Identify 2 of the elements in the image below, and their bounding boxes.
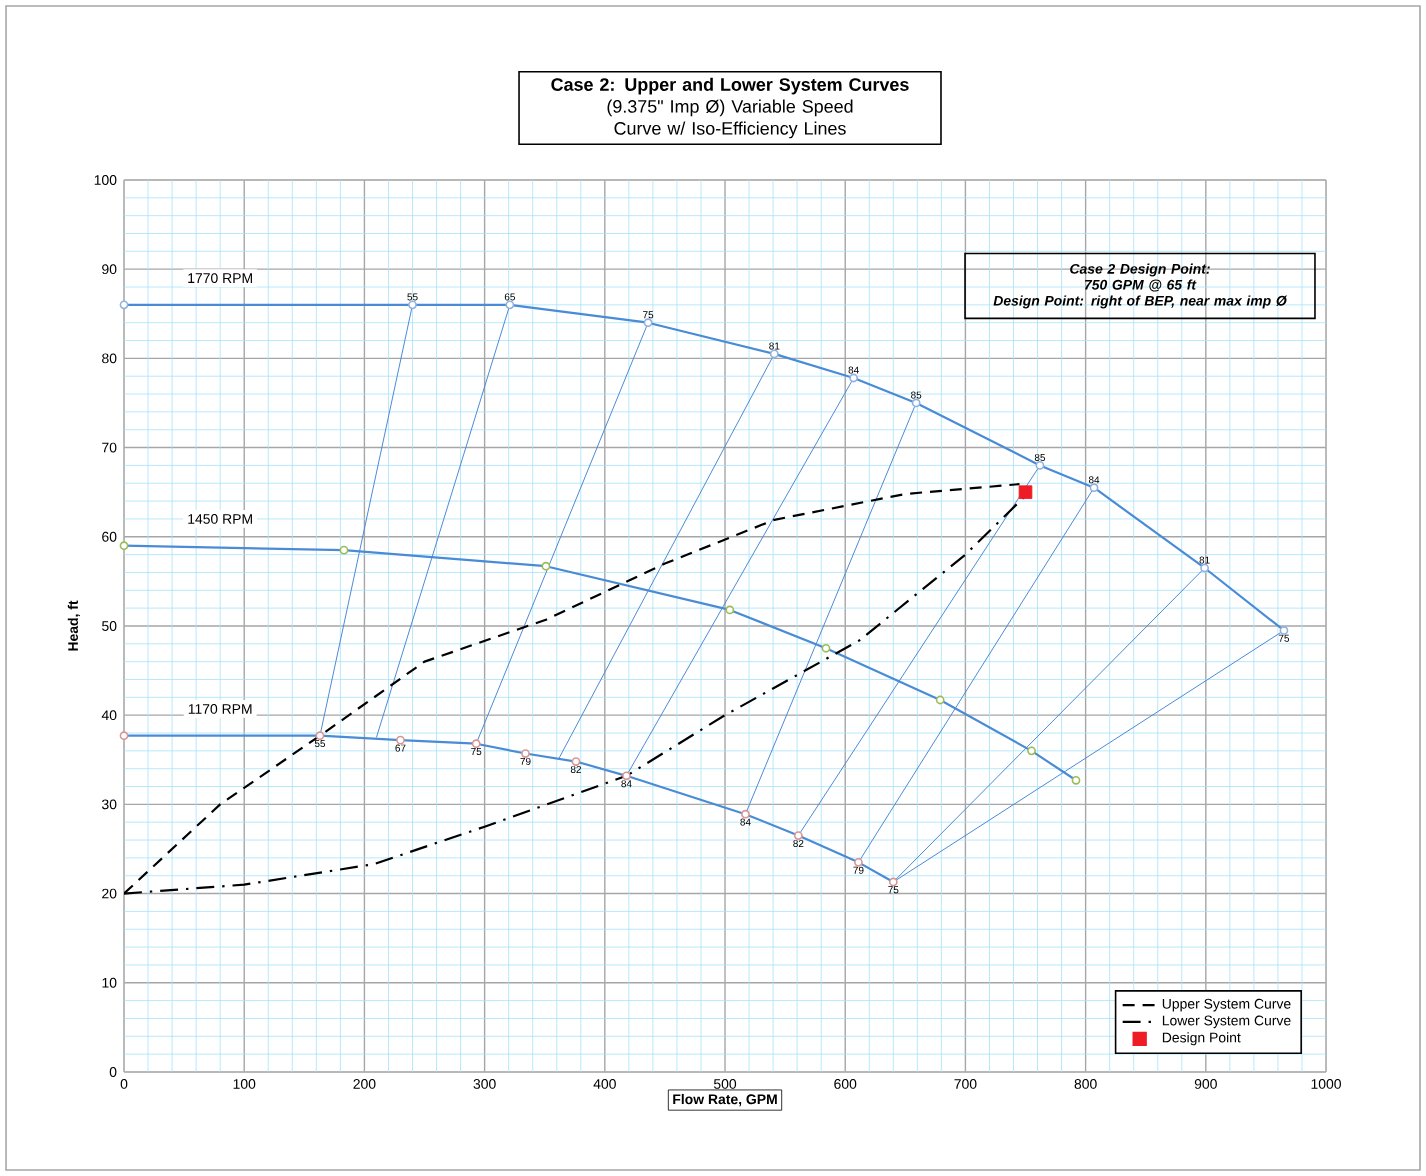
chart-subtitle: (9.375" Imp Ø) Variable Speed Curve w/ Iso-Efficiency Lines xyxy=(607,99,853,139)
chart-title: Case 2: Upper and Lower System Curves xyxy=(551,77,909,95)
